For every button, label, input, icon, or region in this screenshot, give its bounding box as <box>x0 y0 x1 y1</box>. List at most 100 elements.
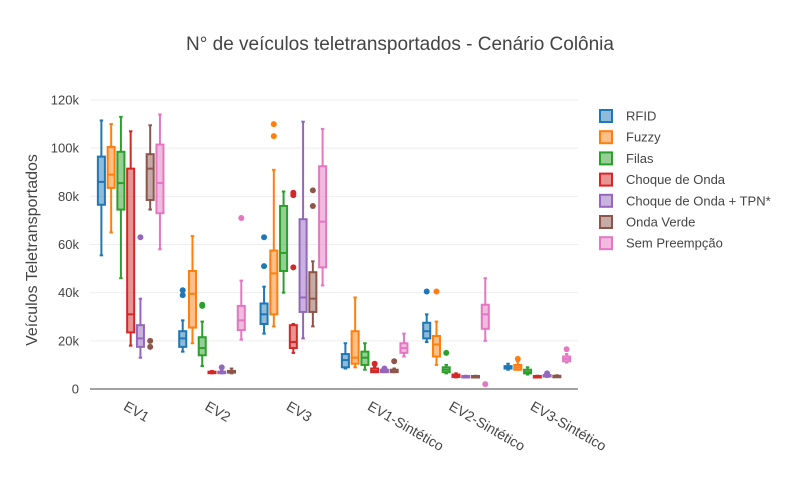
series-choque-de-onda <box>126 130 542 379</box>
outlier-point <box>482 381 489 388</box>
series-rfid <box>96 119 513 371</box>
box <box>350 296 360 369</box>
outlier-point <box>179 292 186 299</box>
box-body <box>308 271 318 313</box>
box <box>207 369 217 375</box>
box <box>471 374 481 379</box>
series-filas <box>116 115 533 376</box>
outlier-point <box>218 364 225 371</box>
box-body <box>126 167 136 334</box>
box-body <box>298 218 308 313</box>
legend-swatch <box>599 109 613 123</box>
box <box>431 288 441 366</box>
box <box>422 288 432 344</box>
y-axis: 0 20k 40k 60k 80k 100k 120k <box>51 93 80 397</box>
legend-item: Sem Preempção <box>599 236 723 251</box>
legend-swatch <box>599 236 613 251</box>
series-fuzzy <box>106 121 523 371</box>
legend-swatch <box>599 172 613 187</box>
x-tick-label: EV1-Sintético <box>365 398 447 454</box>
box <box>116 115 126 280</box>
box <box>178 287 188 353</box>
box-body <box>318 165 328 269</box>
box <box>340 342 350 370</box>
box <box>318 127 328 287</box>
legend-item: Choque de Onda + TPN* <box>599 193 771 208</box>
box <box>236 215 246 341</box>
outlier-point <box>261 263 268 270</box>
x-tick-label: EV3 <box>284 398 315 425</box>
box <box>135 234 145 359</box>
outlier-point <box>544 370 551 377</box>
outlier-point <box>179 287 186 294</box>
box-body <box>155 143 165 215</box>
box <box>96 119 106 257</box>
legend-label: Fuzzy <box>626 130 661 145</box>
outlier-point <box>391 358 398 365</box>
series-choque-de-onda-tpn- <box>135 120 552 379</box>
box-body <box>106 145 116 189</box>
legend-item: Choque de Onda <box>599 172 726 187</box>
box <box>126 130 136 347</box>
box <box>552 374 562 379</box>
box-body <box>145 153 155 201</box>
legend-label: Onda Verde <box>626 215 695 230</box>
box-body <box>431 335 441 358</box>
box <box>451 372 461 379</box>
box <box>227 367 237 375</box>
outlier-point <box>563 346 570 353</box>
outlier-point <box>137 234 144 241</box>
outlier-point <box>423 288 430 295</box>
box <box>298 120 308 340</box>
x-tick-label: EV2-Sintético <box>447 398 529 454</box>
box <box>503 362 513 371</box>
box <box>389 358 399 374</box>
outlier-point <box>147 343 154 350</box>
box <box>288 189 298 354</box>
legend-label: Sem Preempção <box>626 236 723 251</box>
legend-label: Filas <box>626 151 654 166</box>
x-tick-label: EV1 <box>121 398 152 425</box>
legend-item: Onda Verde <box>599 215 695 230</box>
y-tick-label: 100k <box>51 141 80 156</box>
box-body <box>269 249 279 316</box>
legend-swatch <box>599 215 613 229</box>
y-tick-label: 20k <box>58 333 79 348</box>
legend-label: Choque de Onda + TPN* <box>626 193 771 208</box>
legend-item: RFID <box>599 109 656 124</box>
box-body <box>197 336 207 357</box>
series-sem-preemp-o <box>155 113 572 388</box>
legend-swatch <box>599 193 613 208</box>
y-tick-label: 40k <box>58 285 79 300</box>
outlier-point <box>381 365 388 372</box>
box-body <box>135 324 145 348</box>
box-body <box>116 150 126 211</box>
outlier-point <box>290 189 297 196</box>
legend-label: RFID <box>626 109 656 124</box>
series-onda-verde <box>145 124 562 379</box>
outlier-point <box>309 187 316 194</box>
outlier-point <box>371 360 378 367</box>
box <box>217 364 227 375</box>
box <box>532 374 542 379</box>
outlier-point <box>309 202 316 209</box>
box <box>197 301 207 368</box>
legend-swatch <box>599 130 613 145</box>
box <box>370 360 380 374</box>
outlier-point <box>514 355 521 362</box>
box <box>480 277 490 388</box>
box <box>513 355 523 371</box>
outlier-point <box>238 215 245 222</box>
outlier-point <box>433 288 440 295</box>
legend-item: Filas <box>599 151 654 166</box>
y-tick-label: 60k <box>58 237 79 252</box>
box-body <box>96 155 106 206</box>
outlier-point <box>147 337 154 344</box>
box-body <box>236 304 246 331</box>
box-body <box>350 330 360 365</box>
outlier-point <box>270 121 277 128</box>
box <box>279 190 289 294</box>
box <box>399 332 409 358</box>
grid <box>90 99 578 390</box>
